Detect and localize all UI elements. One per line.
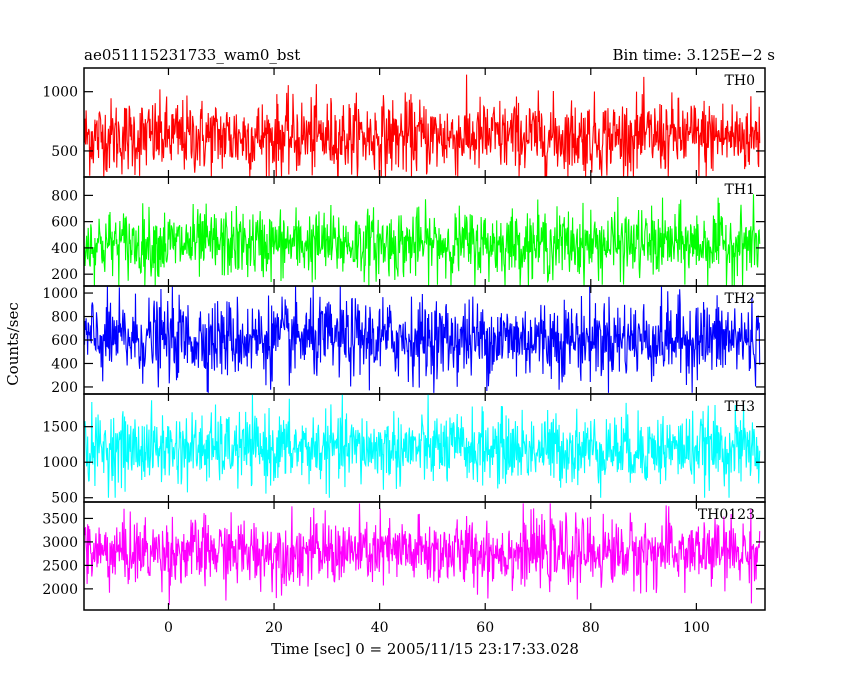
- y-tick-label: 200: [51, 380, 78, 396]
- x-tick-label: 100: [683, 620, 710, 636]
- panel-name: TH0: [725, 73, 755, 89]
- y-tick-label: 1000: [42, 85, 78, 101]
- y-tick-label: 1500: [42, 420, 78, 436]
- panel-name: TH2: [725, 291, 755, 307]
- y-tick-label: 400: [51, 356, 78, 372]
- series-line-th0: [84, 74, 761, 177]
- x-tick-label: 80: [582, 620, 600, 636]
- series-line-th1: [84, 194, 761, 286]
- x-tick-label: 40: [371, 620, 389, 636]
- bin-time-label: Bin time: 3.125E−2 s: [613, 46, 775, 64]
- panel-name: TH0123: [698, 507, 755, 523]
- y-tick-label: 2500: [42, 558, 78, 574]
- panel-name: TH3: [725, 399, 755, 415]
- panel-name: TH1: [725, 182, 755, 198]
- panel-th0123: 2000 2500 3000 3500 TH0123: [42, 501, 766, 611]
- panel-th0: 500 1000 TH0: [42, 67, 766, 178]
- y-tick-label: 800: [51, 310, 78, 326]
- y-tick-label: 200: [51, 267, 78, 283]
- y-tick-label: 1000: [42, 455, 78, 471]
- y-tick-label: 500: [51, 144, 78, 160]
- chart-title: ae051115231733_wam0_bst: [84, 46, 300, 64]
- series-line-th3: [84, 394, 761, 498]
- panel-th3: 500 1000 1500 TH3: [42, 393, 766, 507]
- y-tick-label: 500: [51, 491, 78, 507]
- panel-th1: 200 400 600 800 TH1: [51, 176, 766, 287]
- panel-th2: 200 400 600 800 1000 TH2: [42, 285, 766, 396]
- series-line-th2: [84, 286, 761, 393]
- x-tick-label: 60: [476, 620, 494, 636]
- y-tick-label: 3000: [42, 535, 78, 551]
- panel-frame: [83, 501, 766, 611]
- y-tick-label: 1000: [42, 286, 78, 302]
- y-tick-label: 3500: [42, 511, 78, 527]
- x-tick-label: 20: [265, 620, 283, 636]
- y-axis-label: Counts/sec: [4, 302, 22, 386]
- y-tick-label: 600: [51, 215, 78, 231]
- x-tick-label: 0: [164, 620, 173, 636]
- x-axis-label: Time [sec] 0 = 2005/11/15 23:17:33.028: [271, 640, 579, 658]
- y-tick-label: 2000: [42, 582, 78, 598]
- series-line-th0123: [84, 503, 761, 606]
- y-tick-label: 400: [51, 241, 78, 257]
- y-tick-label: 600: [51, 333, 78, 349]
- y-tick-label: 800: [51, 188, 78, 204]
